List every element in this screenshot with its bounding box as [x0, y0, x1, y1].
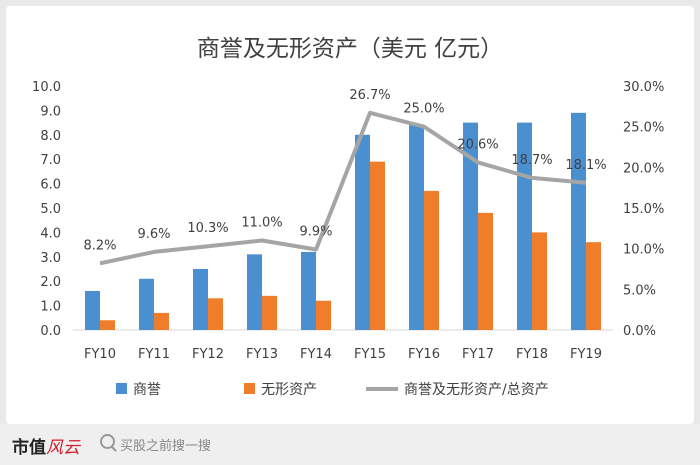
y-right-tick-label: 30.0% [623, 80, 664, 95]
bar-goodwill [463, 122, 478, 330]
x-category-label: FY18 [516, 347, 548, 362]
brand-text: 市值 [12, 438, 46, 458]
x-category-label: FY13 [246, 347, 278, 362]
y-left-tick-label: 6.0 [40, 178, 61, 193]
x-category-label: FY15 [354, 347, 386, 362]
bar-intangible [154, 312, 169, 330]
bar-goodwill [409, 125, 424, 330]
y-left-tick-label: 7.0 [40, 153, 61, 168]
bar-intangible [586, 242, 601, 330]
footer-bar: 市值风云 买股之前搜一搜 [0, 424, 700, 465]
y-left-tick-label: 0.0 [40, 324, 61, 339]
bar-goodwill [571, 112, 586, 330]
ratio-line-group: 8.2% 9.6% 10.3% 11.0% 9.9% 26.7% 25.0% 20.6% 18.… [83, 88, 607, 266]
right-axis-ticks: 0.0% 5.0% 10.0% 15.0% 20.0% 25.0% 30.0% [623, 80, 664, 339]
x-category-label: FY14 [300, 347, 332, 362]
legend-label-intangible: 无形资产 [261, 382, 317, 398]
bar-goodwill [139, 278, 154, 330]
bar-intangible [262, 295, 277, 330]
ratio-data-label: 8.2% [83, 238, 116, 253]
x-category-label: FY19 [570, 347, 602, 362]
bar-goodwill [85, 290, 100, 330]
y-right-tick-label: 20.0% [623, 161, 664, 176]
y-left-tick-label: 2.0 [40, 275, 61, 290]
chart-title: 商誉及无形资产（美元 亿元） [197, 36, 503, 62]
y-left-tick-label: 5.0 [40, 202, 61, 217]
bar-goodwill [301, 251, 316, 330]
chart-svg: 商誉及无形资产（美元 亿元） 0.0 1.0 2.0 3.0 4.0 5.0 6.0 7.0 8… [32, 36, 664, 398]
brand-logo[interactable]: 市值风云 [12, 433, 80, 458]
search-icon[interactable] [100, 434, 115, 449]
ratio-data-label: 11.0% [241, 216, 282, 231]
search-hint[interactable]: 买股之前搜一搜 [120, 439, 212, 454]
x-category-label: FY10 [84, 347, 116, 362]
bar-goodwill [355, 134, 370, 330]
y-right-tick-label: 0.0% [623, 324, 656, 339]
brand-script: 风云 [46, 438, 80, 458]
ratio-data-label: 20.6% [457, 137, 498, 152]
bar-goodwill [193, 269, 208, 330]
ratio-data-label: 10.3% [187, 221, 228, 236]
ratio-line [99, 110, 587, 266]
legend-swatch-intangible [244, 383, 255, 394]
bar-intangible [370, 161, 385, 330]
y-right-tick-label: 15.0% [623, 202, 664, 217]
y-left-tick-label: 10.0 [32, 80, 61, 95]
bars-group [85, 112, 601, 330]
y-right-tick-label: 25.0% [623, 121, 664, 136]
ratio-data-label: 25.0% [403, 102, 444, 117]
bar-intangible [532, 232, 547, 330]
legend: 商誉 无形资产 商誉及无形资产/总资产 [116, 382, 549, 398]
bar-goodwill [247, 254, 262, 330]
bar-intangible [316, 300, 331, 330]
y-left-tick-label: 8.0 [40, 129, 61, 144]
bar-intangible [424, 190, 439, 330]
bar-intangible [478, 212, 493, 330]
y-right-tick-label: 10.0% [623, 243, 664, 258]
category-labels: FY10 FY11 FY12 FY13 FY14 FY15 FY16 FY17 FY18 FY19 [84, 347, 602, 362]
x-category-label: FY16 [408, 347, 440, 362]
left-axis-ticks: 0.0 1.0 2.0 3.0 4.0 5.0 6.0 7.0 8.0 9.0 10.0 [32, 80, 61, 339]
legend-label-goodwill: 商誉 [133, 382, 161, 398]
x-category-label: FY12 [192, 347, 224, 362]
legend-swatch-goodwill [116, 383, 127, 394]
ratio-data-label: 18.7% [511, 153, 552, 168]
y-left-tick-label: 4.0 [40, 226, 61, 241]
ratio-data-label: 9.9% [299, 224, 332, 239]
x-category-label: FY17 [462, 347, 494, 362]
ratio-data-label: 26.7% [349, 88, 390, 103]
y-left-tick-label: 1.0 [40, 300, 61, 315]
legend-label-ratio: 商誉及无形资产/总资产 [404, 382, 549, 398]
y-right-tick-label: 5.0% [623, 283, 656, 298]
x-category-label: FY11 [138, 347, 170, 362]
ratio-data-label: 9.6% [137, 227, 170, 242]
bar-intangible [100, 320, 115, 330]
bar-intangible [208, 298, 223, 330]
y-left-tick-label: 9.0 [40, 104, 61, 119]
y-left-tick-label: 3.0 [40, 251, 61, 266]
ratio-data-label: 18.1% [565, 158, 606, 173]
chart-card: 商誉及无形资产（美元 亿元） 0.0 1.0 2.0 3.0 4.0 5.0 6.0 7.0 8… [6, 6, 694, 424]
